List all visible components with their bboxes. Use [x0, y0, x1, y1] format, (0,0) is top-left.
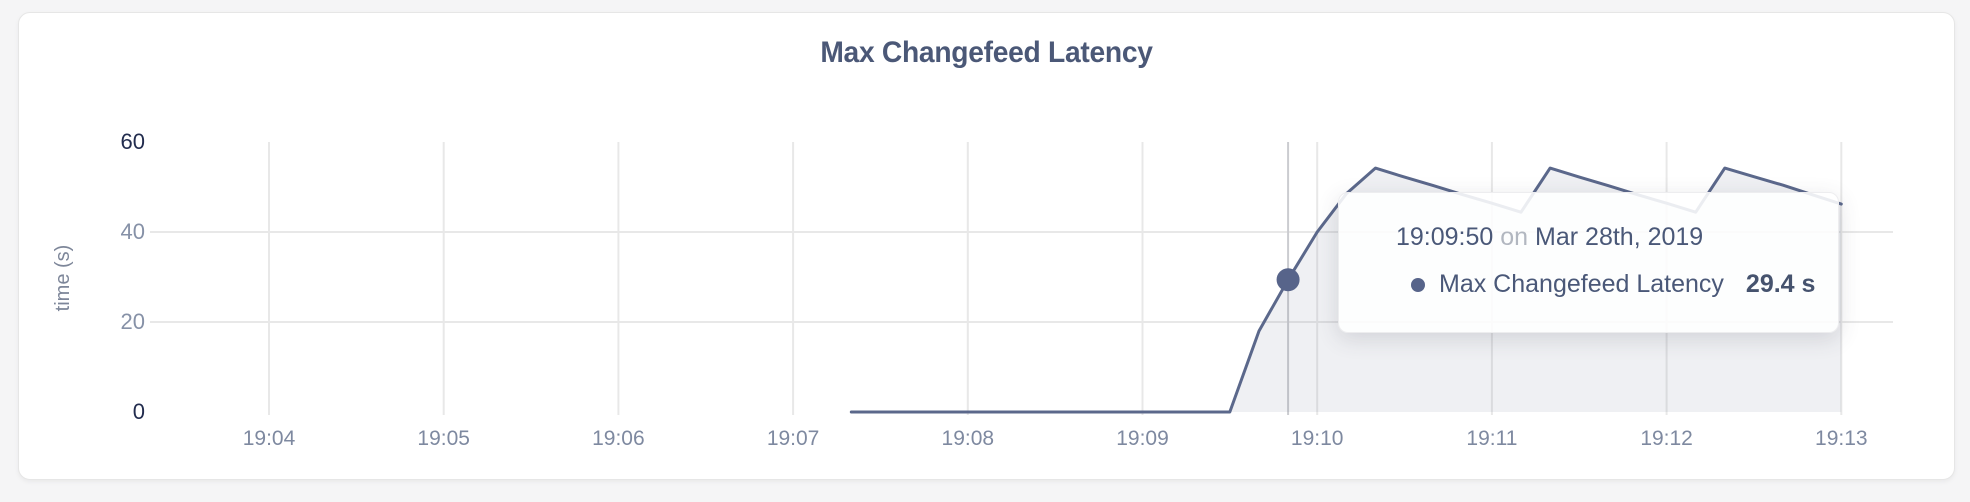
tooltip-date: Mar 28th, 2019	[1535, 223, 1704, 251]
x-tick-label: 19:07	[766, 427, 820, 450]
series-bullet-icon	[1411, 277, 1425, 292]
tooltip-series-value: 29.4 s	[1745, 270, 1816, 298]
x-tick-label: 19:12	[1640, 427, 1693, 450]
tooltip-conjunction: on	[1500, 223, 1529, 251]
x-tick-label: 19:06	[592, 427, 645, 450]
tooltip-series-label: Max Changefeed Latency	[1439, 270, 1724, 298]
x-tick-label: 19:09	[1116, 427, 1169, 450]
hover-point-dot	[1276, 268, 1300, 292]
x-tick-label: 19:10	[1290, 427, 1344, 450]
chart-title: Max Changefeed Latency	[820, 36, 1153, 69]
y-tick-label: 20	[120, 309, 145, 334]
x-tick-label: 19:04	[242, 427, 296, 450]
tooltip-header: 19:09:50 on Mar 28th, 2019	[1396, 223, 1703, 252]
chart-tooltip: 19:09:50 on Mar 28th, 2019 Max Changefee…	[1338, 192, 1839, 333]
x-tick-label: 19:13	[1815, 427, 1868, 450]
x-tick-label: 19:11	[1466, 427, 1518, 450]
y-tick-label: 0	[132, 399, 145, 424]
x-tick-label: 19:08	[941, 427, 995, 450]
x-tick-label: 19:05	[417, 427, 470, 450]
y-tick-label: 40	[120, 219, 145, 244]
y-tick-label: 60	[120, 129, 145, 154]
tooltip-time: 19:09:50	[1396, 223, 1494, 251]
tooltip-series-row: Max Changefeed Latency 29.4 s	[1411, 270, 1815, 299]
vertical-gridlines	[268, 142, 1843, 415]
